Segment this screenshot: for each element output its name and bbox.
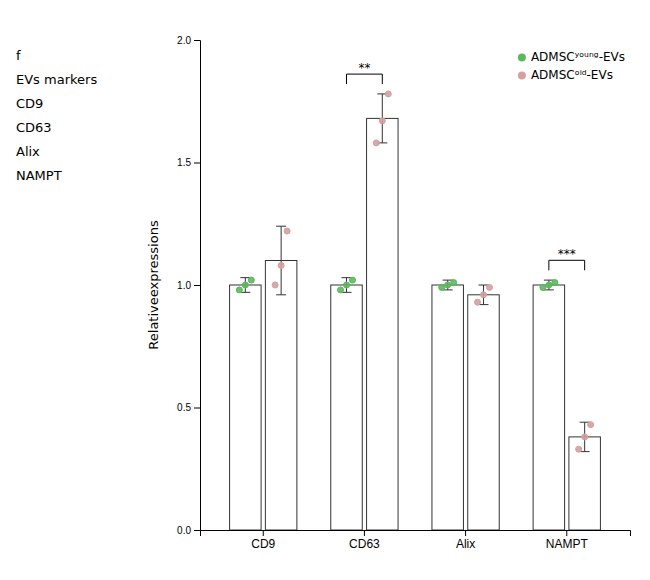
legend: ADMSCʸᵒᵘⁿᵍ-EVs ADMSCᵒˡᵈ-EVs xyxy=(518,50,625,82)
bar xyxy=(265,261,296,531)
dot xyxy=(445,282,451,288)
dot xyxy=(451,280,457,286)
y-axis-title: Relativeexpressions xyxy=(146,220,161,350)
x-tick-mark xyxy=(364,530,365,536)
side-labels: f EVs markers CD9 CD63 Alix NAMPT xyxy=(16,48,97,183)
dot xyxy=(373,140,379,146)
dot xyxy=(338,287,344,293)
error-bar xyxy=(377,94,387,143)
legend-label: ADMSCʸᵒᵘⁿᵍ-EVs xyxy=(531,50,625,64)
legend-marker xyxy=(518,54,526,62)
y-tick-label: 1.5 xyxy=(177,157,191,168)
annotation: f xyxy=(16,48,21,63)
bar xyxy=(230,285,261,530)
dot xyxy=(350,277,356,283)
dot xyxy=(379,118,385,124)
dot xyxy=(278,262,284,268)
x-tick-mark xyxy=(263,530,264,536)
y-tick: 0.5 xyxy=(177,402,200,413)
dot xyxy=(540,284,546,290)
dot xyxy=(480,292,486,298)
annotation: NAMPT xyxy=(16,168,62,183)
x-tick: NAMPT xyxy=(546,530,589,551)
annotation: Alix xyxy=(16,144,40,159)
dot xyxy=(486,284,492,290)
y-tick: 2.0 xyxy=(177,35,200,46)
dot xyxy=(439,284,445,290)
x-tick-label: NAMPT xyxy=(546,537,589,551)
bar xyxy=(367,118,398,530)
bar xyxy=(468,295,499,530)
dot xyxy=(284,228,290,234)
x-axis-line xyxy=(201,531,631,537)
x-tick: Alix xyxy=(456,530,475,551)
series xyxy=(265,91,600,530)
dot xyxy=(272,282,278,288)
y-tick-mark xyxy=(194,163,200,164)
y-tick-mark xyxy=(194,40,200,41)
x-tick: CD9 xyxy=(251,530,275,551)
dot xyxy=(552,280,558,286)
y-tick-label: 2.0 xyxy=(177,35,191,46)
x-tick-label: CD63 xyxy=(349,537,380,551)
dot xyxy=(576,446,582,452)
y-axis-line xyxy=(194,41,201,531)
x-tick-label: CD9 xyxy=(251,537,275,551)
y-tick-label: 0.5 xyxy=(177,402,191,413)
dot xyxy=(248,277,254,283)
bar xyxy=(533,285,564,530)
significance-label: ** xyxy=(358,61,370,75)
error-bar-cap xyxy=(276,226,286,227)
x-tick-mark xyxy=(465,530,466,536)
annotation: CD63 xyxy=(16,120,52,135)
legend-label: ADMSCᵒˡᵈ-EVs xyxy=(531,68,613,82)
marks xyxy=(230,91,601,530)
error-bar-stem xyxy=(281,226,282,295)
annotation: CD9 xyxy=(16,96,43,111)
chart: 0.0 0.5 1.0 1.5 2.0 CD9 CD63 Alix NAMPT Relativee… xyxy=(0,0,650,580)
legend-item: ADMSCʸᵒᵘⁿᵍ-EVs xyxy=(518,50,625,64)
dot xyxy=(242,282,248,288)
dot xyxy=(344,282,350,288)
error-bar-cap xyxy=(276,294,286,295)
dot xyxy=(385,91,391,97)
y-tick-mark xyxy=(194,408,200,409)
significance-label: *** xyxy=(558,247,576,261)
annotation: EVs markers xyxy=(16,72,97,87)
significance-bracket xyxy=(549,260,585,270)
y-axis: 0.0 0.5 1.0 1.5 2.0 xyxy=(177,35,200,536)
significance-bracket xyxy=(347,74,383,84)
y-tick: 1.0 xyxy=(177,280,200,291)
dot xyxy=(546,282,552,288)
legend-marker xyxy=(518,72,526,80)
dot xyxy=(588,422,594,428)
x-tick-mark xyxy=(566,530,567,536)
dot xyxy=(474,299,480,305)
dot xyxy=(582,434,588,440)
y-tick: 1.5 xyxy=(177,157,200,168)
plot: 0.0 0.5 1.0 1.5 2.0 CD9 CD63 Alix NAMPT Relativee… xyxy=(146,35,631,551)
legend-item: ADMSCᵒˡᵈ-EVs xyxy=(518,68,613,82)
x-tick-label: Alix xyxy=(456,537,475,551)
y-tick-label: 1.0 xyxy=(177,280,191,291)
y-tick-mark xyxy=(194,530,200,531)
x-axis: CD9 CD63 Alix NAMPT xyxy=(201,530,631,551)
y-tick: 0.0 xyxy=(177,525,200,536)
annotations: ***** xyxy=(347,61,585,270)
x-tick: CD63 xyxy=(349,530,380,551)
dot xyxy=(236,287,242,293)
bar xyxy=(331,285,362,530)
bar xyxy=(432,285,463,530)
y-tick-label: 0.0 xyxy=(177,525,191,536)
y-tick-mark xyxy=(194,285,200,286)
